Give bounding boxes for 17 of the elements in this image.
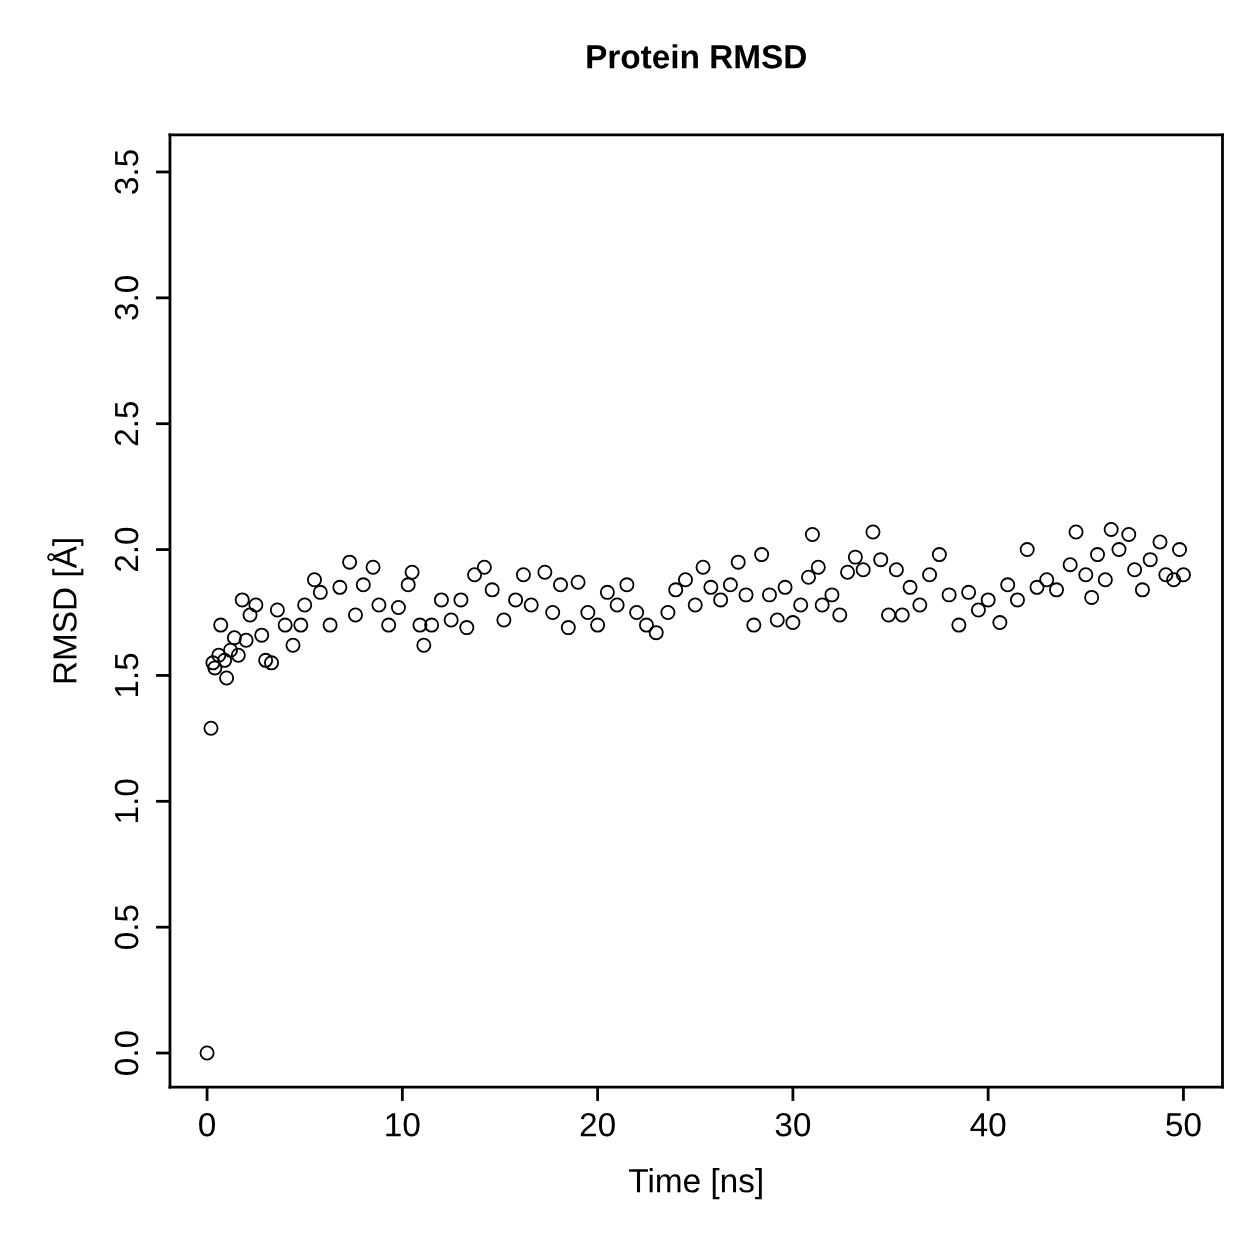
- y-tick-label: 2.0: [114, 527, 139, 572]
- x-axis-title: Time [ns]: [629, 1168, 762, 1200]
- x-tick-label: 20: [580, 1112, 615, 1137]
- y-tick-label: 1.0: [114, 779, 139, 822]
- x-tick-label: 40: [970, 1112, 1006, 1137]
- x-tick-label: 0: [199, 1112, 216, 1137]
- x-tick-label: 50: [1166, 1112, 1201, 1137]
- y-tick-label: 3.5: [114, 150, 139, 194]
- y-tick-label: 0.0: [114, 1031, 139, 1075]
- x-tick-label: 10: [386, 1112, 420, 1137]
- x-tick-label: 30: [775, 1112, 811, 1137]
- y-tick-label: 0.5: [114, 905, 139, 950]
- y-tick-label: 2.5: [114, 401, 139, 446]
- y-tick-label: 1.5: [115, 653, 139, 697]
- y-tick-label: 3.0: [114, 275, 139, 320]
- y-axis-title: RMSD [Å]: [47, 539, 84, 683]
- chart-title: Protein RMSD: [587, 44, 806, 69]
